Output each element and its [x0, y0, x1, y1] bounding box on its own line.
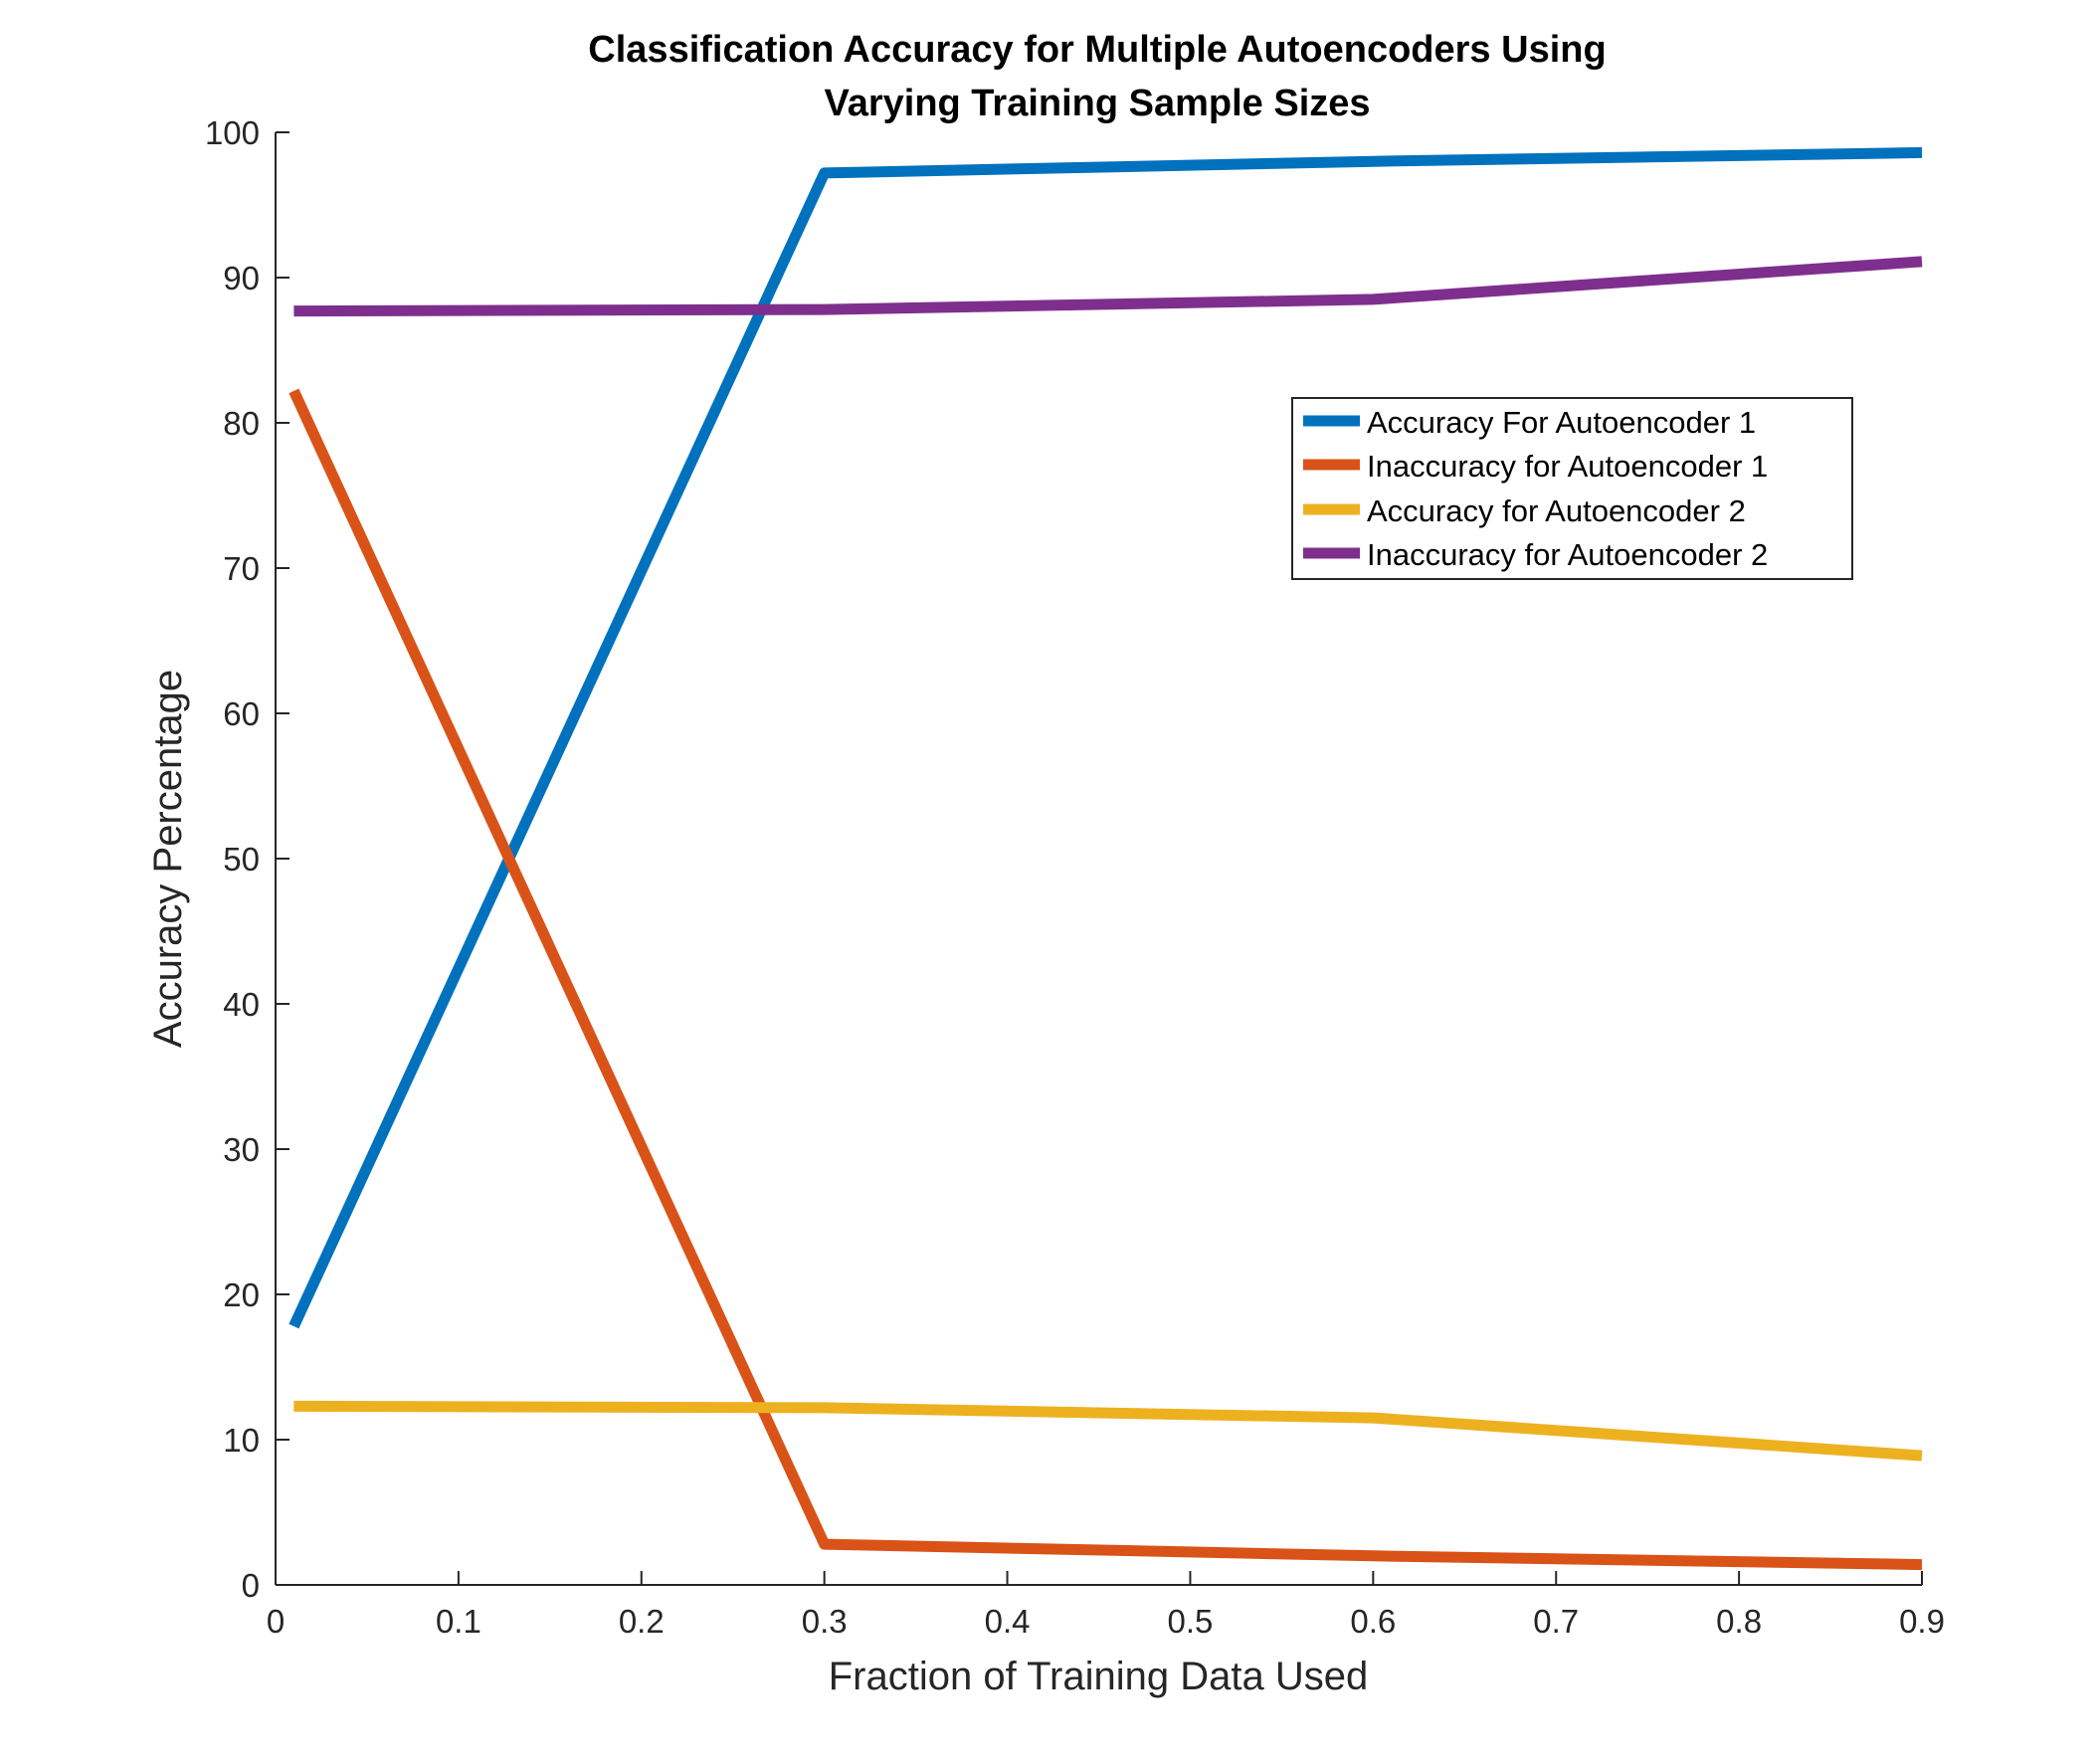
x-axis-label: Fraction of Training Data Used	[829, 1655, 1368, 1698]
chart-title-line-1: Classification Accuracy for Multiple Aut…	[588, 29, 1606, 71]
x-tick-label: 0.2	[619, 1603, 665, 1640]
x-tick-label: 0.7	[1533, 1603, 1579, 1640]
x-tick-label: 0.3	[802, 1603, 848, 1640]
legend-box	[1291, 397, 1853, 580]
series-line-2	[288, 388, 1923, 1571]
x-tick-label: 0.4	[985, 1603, 1031, 1640]
y-tick-label: 20	[223, 1276, 260, 1313]
y-tick-label: 70	[223, 550, 260, 587]
x-tick-label: 0	[267, 1603, 285, 1640]
x-tick-label: 0.8	[1716, 1603, 1762, 1640]
legend-label-series-2: Inaccuracy for Autoencoder 1	[1367, 449, 1768, 484]
y-ticks: 0 10 20 30 40 50 60 70 80 90 100	[205, 114, 289, 1604]
y-tick-label: 60	[223, 695, 260, 732]
series-line-1	[288, 146, 1923, 1329]
legend-label-series-3: Accuracy for Autoencoder 2	[1367, 493, 1746, 528]
y-tick-label: 10	[223, 1422, 260, 1459]
y-tick-label: 90	[223, 260, 260, 296]
y-tick-label: 30	[223, 1131, 260, 1168]
y-tick-label: 80	[223, 405, 260, 442]
series-layer	[288, 146, 1923, 1571]
chart-title-line-2: Varying Training Sample Sizes	[824, 83, 1370, 124]
y-tick-label: 100	[205, 114, 260, 151]
series-line-4	[293, 256, 1923, 317]
y-axis-label: Accuracy Percentage	[146, 670, 190, 1048]
x-ticks: 0 0.1 0.2 0.3 0.4 0.5 0.6 0.7 0.8 0.9	[267, 1571, 1945, 1640]
series-line-3	[293, 1400, 1923, 1462]
x-tick-label: 0.9	[1899, 1603, 1945, 1640]
legend: Accuracy For Autoencoder 1 Inaccuracy fo…	[1291, 397, 1853, 580]
x-tick-label: 0.5	[1168, 1603, 1214, 1640]
legend-label-series-4: Inaccuracy for Autoencoder 2	[1367, 537, 1768, 572]
y-tick-label: 40	[223, 986, 260, 1023]
x-tick-label: 0.6	[1350, 1603, 1396, 1640]
x-tick-label: 0.1	[436, 1603, 481, 1640]
y-tick-label: 50	[223, 841, 260, 878]
y-tick-label: 0	[242, 1567, 260, 1604]
legend-label-series-1: Accuracy For Autoencoder 1	[1367, 405, 1756, 440]
